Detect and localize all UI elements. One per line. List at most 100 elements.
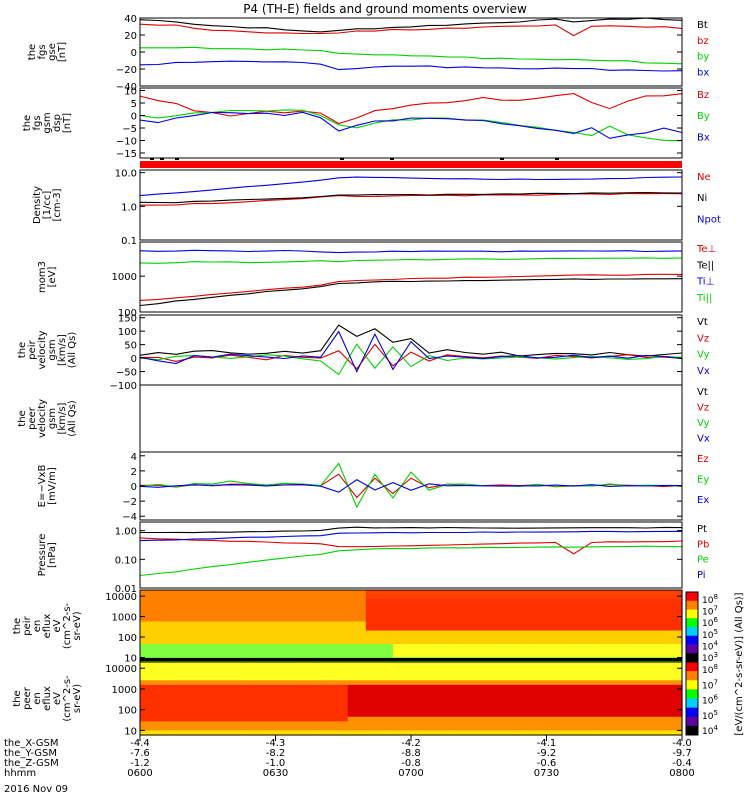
heatmap-cell (609, 703, 620, 709)
heatmap-cell (392, 693, 403, 700)
heatmap-cell (600, 693, 611, 700)
heatmap-cell (573, 648, 584, 654)
heatmap-cell (284, 666, 295, 672)
legend-entry: Ti|| (696, 293, 712, 304)
heatmap-cell (600, 675, 611, 681)
panel-ylabel-line: fgs (32, 115, 43, 130)
heatmap-cell (654, 644, 665, 650)
heatmap-cell (320, 703, 331, 709)
heatmap-cell (302, 630, 313, 636)
heatmap-cell (374, 594, 385, 600)
heatmap-cell (266, 635, 277, 641)
heatmap-cell (582, 684, 593, 690)
heatmap-cell (672, 653, 683, 659)
heatmap-cell (275, 698, 286, 704)
series-line-Ti|| (139, 257, 683, 264)
heatmap-cell (609, 590, 620, 596)
heatmap-cell (465, 617, 475, 623)
xaxis-value: -1.2 (130, 758, 150, 769)
heatmap-cell (447, 725, 457, 732)
heatmap-cell (158, 639, 168, 645)
heatmap-cell (248, 644, 259, 650)
heatmap-cell (257, 590, 268, 596)
heatmap-cell (582, 594, 593, 600)
heatmap-cell (257, 666, 268, 672)
heatmap-cell (420, 612, 430, 618)
heatmap-cell (465, 680, 475, 686)
heatmap-cell (194, 707, 204, 713)
heatmap-cell (284, 635, 295, 641)
heatmap-cell (383, 626, 394, 632)
legend-entry: Te|| (696, 260, 714, 271)
heatmap-cell (257, 612, 268, 618)
heatmap-cell (230, 698, 240, 704)
heatmap-cell (140, 630, 150, 636)
heatmap-cell (293, 716, 304, 722)
series-line-Vy (139, 343, 683, 376)
heatmap-cell (383, 716, 394, 722)
ytick-label: −2 (122, 497, 137, 508)
legend-entry: by (697, 52, 709, 63)
heatmap-cell (194, 590, 204, 596)
heatmap-cell (636, 721, 647, 727)
heatmap-cell (447, 635, 457, 641)
heatmap-cell (185, 594, 195, 600)
heatmap-cell (203, 648, 213, 654)
heatmap-cell (582, 703, 593, 709)
heatmap-cell (447, 653, 457, 659)
heatmap-cell (483, 608, 493, 614)
panel-ylabel-line: (cm^2-s- (62, 675, 73, 722)
heatmap-cell (302, 675, 313, 681)
heatmap-cell (573, 703, 584, 709)
heatmap-cell (158, 608, 168, 614)
heatmap-cell (194, 635, 204, 641)
heatmap-cell (356, 730, 367, 736)
legend-entry: Ne (697, 172, 711, 183)
heatmap-cell (302, 626, 313, 632)
heatmap-cell (329, 626, 340, 632)
heatmap-cell (474, 626, 484, 632)
heatmap-cell (212, 707, 222, 713)
heatmap-cell (564, 716, 575, 722)
heatmap-cell (591, 621, 602, 627)
heatmap-cell (311, 608, 322, 614)
heatmap-cell (347, 653, 358, 659)
heatmap-cell (609, 707, 620, 713)
heatmap-cell (528, 725, 539, 732)
heatmap-cell (347, 621, 358, 627)
xaxis-value: 0630 (263, 768, 288, 779)
heatmap-cell (465, 666, 475, 672)
heatmap-cell (420, 689, 430, 695)
heatmap-cell (257, 630, 268, 636)
heatmap-cell (627, 603, 638, 609)
heatmap-cell (510, 617, 520, 623)
heatmap-cell (672, 721, 683, 727)
heatmap-cell (338, 617, 349, 623)
heatmap-cell (167, 630, 177, 636)
heatmap-cell (239, 608, 249, 614)
heatmap-cell (248, 716, 259, 722)
heatmap-cell (411, 590, 421, 596)
heatmap-cell (302, 662, 313, 668)
heatmap-cell (239, 712, 249, 718)
heatmap-cell (167, 671, 177, 677)
heatmap-cell (672, 648, 683, 654)
heatmap-cell (158, 603, 168, 609)
heatmap-cell (663, 644, 674, 650)
heatmap-cell (411, 653, 421, 659)
heatmap-cell (600, 689, 611, 695)
heatmap-cell (519, 707, 530, 713)
heatmap-cell (338, 730, 349, 736)
heatmap-cell (465, 707, 475, 713)
heatmap-cell (492, 671, 502, 677)
heatmap-cell (266, 693, 277, 700)
heatmap-cell (609, 603, 620, 609)
heatmap-cell (140, 644, 150, 650)
heatmap-cell (149, 666, 159, 672)
heatmap-cell (654, 671, 665, 677)
heatmap-cell (510, 662, 520, 668)
heatmap-cell (465, 716, 475, 722)
heatmap-cell (221, 725, 231, 732)
heatmap-cell (510, 684, 520, 690)
heatmap-cell (537, 693, 548, 700)
